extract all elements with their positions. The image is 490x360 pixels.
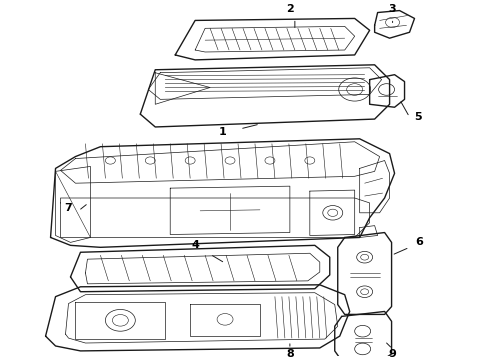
- Text: 5: 5: [414, 112, 421, 122]
- Text: 6: 6: [416, 237, 423, 247]
- Text: 3: 3: [389, 4, 396, 14]
- Text: 1: 1: [218, 127, 226, 137]
- Text: 2: 2: [286, 4, 294, 14]
- Text: 7: 7: [65, 203, 73, 213]
- Text: 8: 8: [286, 349, 294, 359]
- Text: 4: 4: [191, 240, 199, 250]
- Text: 9: 9: [389, 349, 396, 359]
